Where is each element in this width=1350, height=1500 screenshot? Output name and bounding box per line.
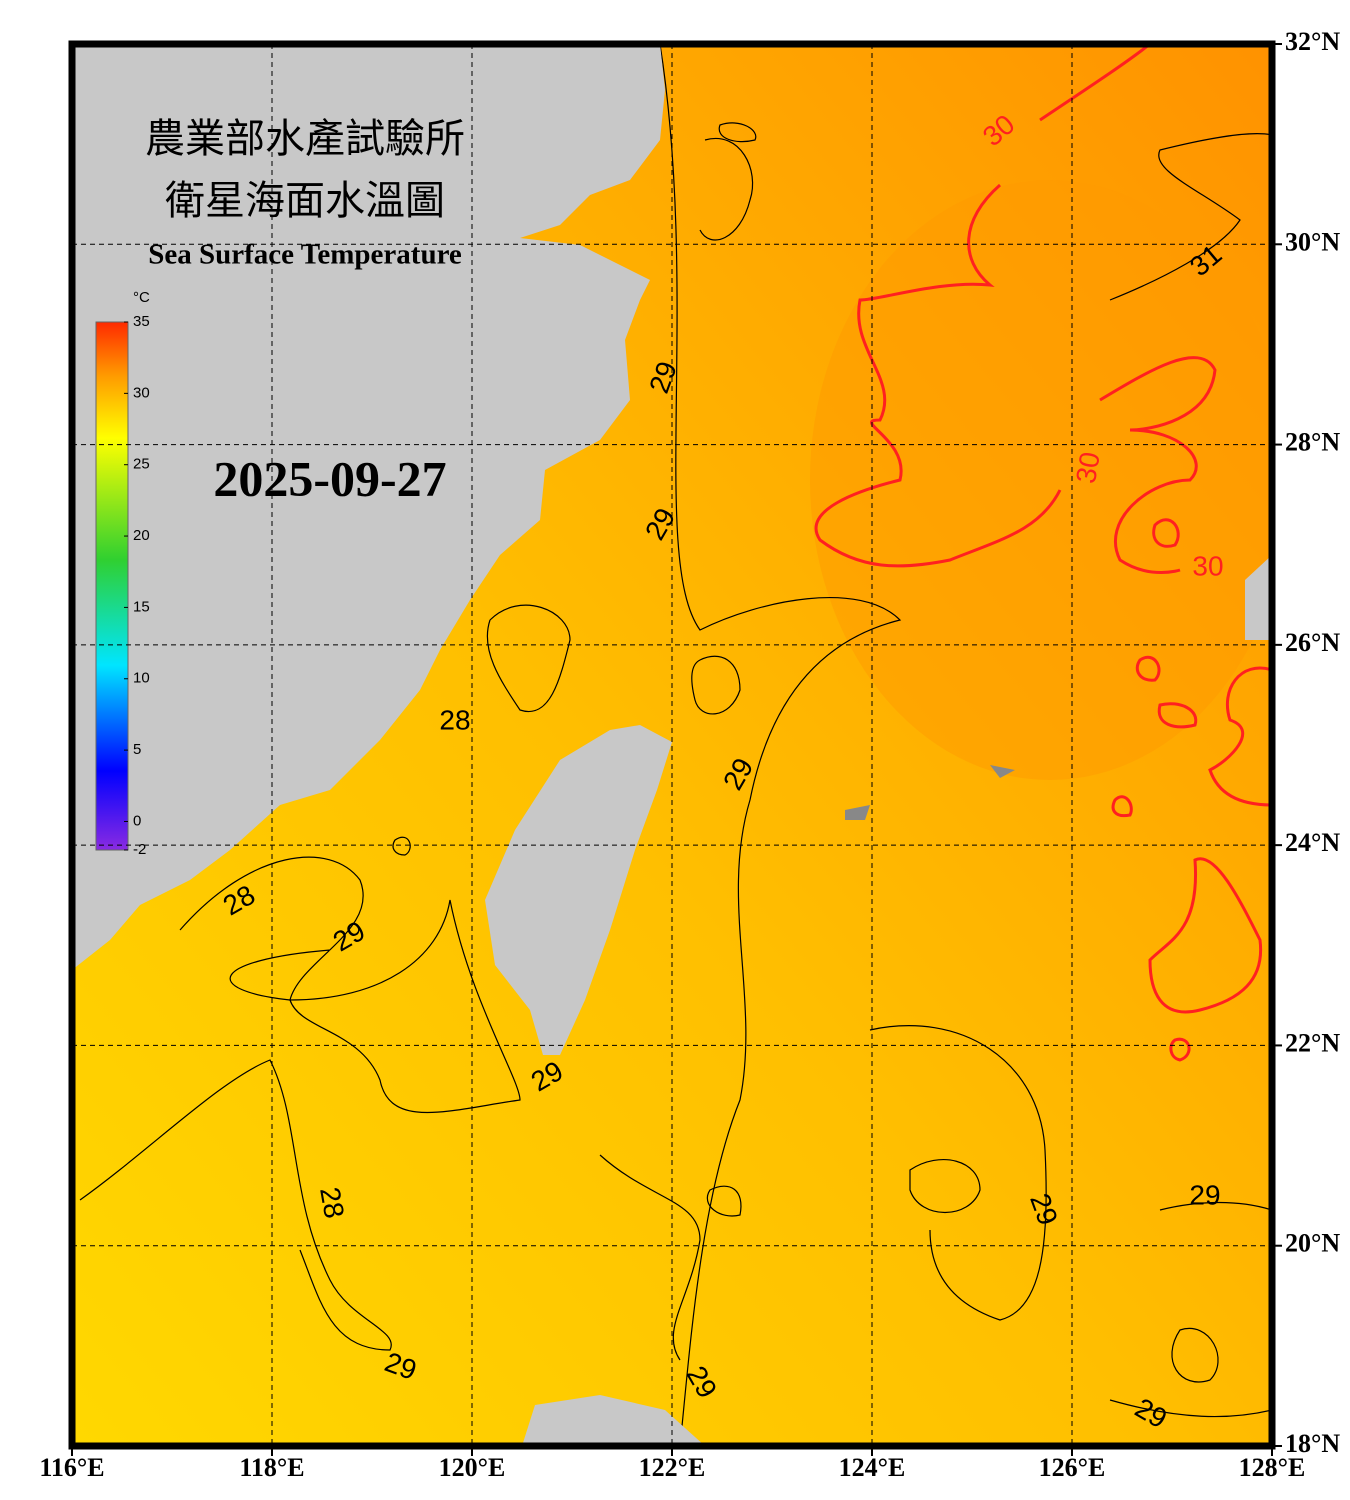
colorbar-tick-label: 20 [133, 527, 150, 544]
warm-area [810, 180, 1272, 780]
land-islands [1245, 555, 1272, 640]
lon-label: 120°E [439, 1453, 506, 1482]
colorbar-tick-label: 25 [133, 456, 150, 473]
colorbar [95, 321, 129, 851]
land-mainland [72, 44, 665, 970]
colorbar-tick-label: 15 [133, 598, 150, 615]
contour-label: 30 [1070, 450, 1106, 486]
lon-label: 116°E [39, 1453, 104, 1482]
date: 2025-09-27 [213, 450, 446, 506]
lat-label: 26°N [1285, 628, 1340, 657]
map-area [72, 44, 1272, 1446]
land-luzon [522, 1395, 705, 1446]
lat-label: 30°N [1285, 227, 1340, 256]
land-islets [845, 765, 1015, 820]
colorbar-tick-label: -2 [133, 841, 146, 858]
colorbar-tick-label: 10 [133, 670, 150, 687]
colorbar-tick-label: 35 [133, 313, 150, 330]
contour-label: 28 [439, 704, 470, 735]
contour-label: 29 [1189, 1179, 1220, 1210]
lat-label: 22°N [1285, 1028, 1340, 1057]
lat-label: 18°N [1285, 1429, 1340, 1458]
lat-label: 32°N [1285, 27, 1340, 56]
lat-label: 28°N [1285, 428, 1340, 457]
contours-30 [814, 44, 1272, 1062]
title-zh: 衛星海面水溫圖 [165, 178, 445, 223]
lat-label: 24°N [1285, 828, 1340, 857]
colorbar-tick-label: 0 [133, 812, 141, 829]
land-taiwan [485, 725, 672, 1055]
title-zh: 農業部水產試驗所 [145, 116, 465, 161]
contour-label: 28 [314, 1185, 350, 1221]
lat-label: 20°N [1285, 1229, 1340, 1258]
contour-label: 30 [1192, 550, 1223, 581]
lon-label: 118°E [239, 1453, 304, 1482]
title-en: Sea Surface Temperature [148, 239, 462, 271]
lon-label: 122°E [639, 1453, 706, 1482]
lon-label: 124°E [839, 1453, 906, 1482]
colorbar-tick-label: 30 [133, 384, 150, 401]
colorbar-unit: °C [133, 289, 150, 306]
lon-label: 128°E [1239, 1453, 1306, 1482]
lon-label: 126°E [1039, 1453, 1106, 1482]
colorbar-tick-label: 5 [133, 741, 141, 758]
contours [79, 44, 1272, 1446]
